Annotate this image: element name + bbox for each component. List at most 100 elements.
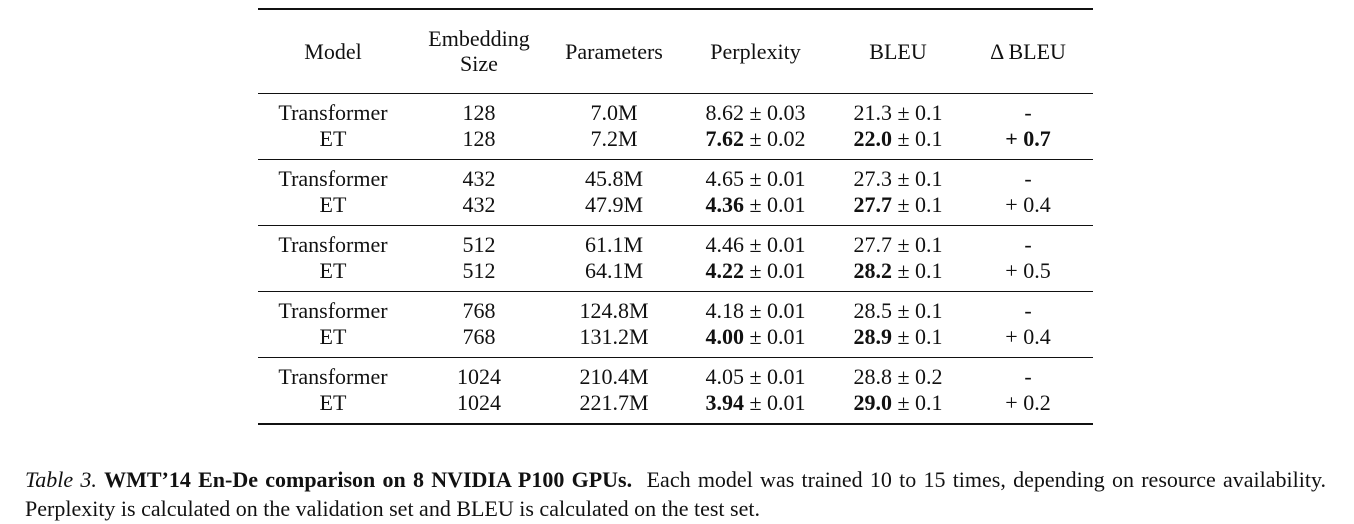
cell-bleu: 28.8 ± 0.2	[833, 356, 963, 390]
cell-bleu: 28.2 ± 0.1	[833, 258, 963, 291]
cell-perplexity-error: 0.01	[767, 192, 806, 217]
plus-minus-sign: ±	[897, 390, 910, 415]
cell-model: Transformer	[258, 290, 408, 324]
cell-perplexity-value: 4.36	[705, 192, 744, 217]
cell-bleu-error: 0.1	[915, 324, 943, 349]
cell-bleu-error: 0.1	[915, 165, 943, 191]
cell-embedding-size: 432	[408, 158, 550, 192]
cell-model: Transformer	[258, 224, 408, 258]
plus-minus-sign: ±	[897, 231, 910, 257]
cell-perplexity-value: 4.65	[705, 165, 744, 191]
cell-bleu-value: 27.3	[853, 165, 892, 191]
cell-model: ET	[319, 192, 347, 217]
plus-minus-sign: ±	[749, 297, 762, 323]
table-body: Transformer 128 7.0M 8.62 ± 0.03 21.3 ± 0.1-…	[258, 92, 1093, 425]
cell-model: Transformer	[258, 92, 408, 126]
cell-parameters: 131.2M	[579, 324, 649, 349]
plus-minus-sign: ±	[897, 99, 910, 125]
cell-delta-bleu: + 0.2	[963, 390, 1093, 425]
plus-minus-sign: ±	[897, 192, 910, 217]
cell-embedding-size: 512	[408, 224, 550, 258]
cell-embedding-size: 128	[408, 92, 550, 126]
table-row: Transformer 432 45.8M 4.65 ± 0.01 27.3 ± 0.1…	[258, 158, 1093, 192]
cell-model: ET	[319, 126, 347, 151]
cell-parameters: 61.1M	[550, 224, 678, 258]
cell-bleu: 27.7 ± 0.1	[833, 224, 963, 258]
plus-minus-sign: ±	[749, 192, 762, 217]
cell-embedding-size: 1024	[408, 390, 550, 425]
cell-perplexity-error: 0.03	[767, 99, 806, 125]
cell-perplexity-error: 0.01	[767, 258, 806, 283]
cell-bleu-value: 28.9	[853, 324, 892, 349]
cell-bleu-error: 0.1	[915, 99, 943, 125]
cell-model: ET	[319, 258, 347, 283]
header-model: Model	[304, 38, 362, 64]
cell-bleu-value: 29.0	[853, 390, 892, 415]
table-row: Transformer 1024 210.4M 4.05 ± 0.01 28.8 ± 0…	[258, 356, 1093, 390]
cell-bleu-value: 28.2	[853, 258, 892, 283]
cell-bleu-value: 22.0	[853, 126, 892, 151]
cell-perplexity: 3.94 ± 0.01	[678, 390, 833, 425]
header-parameters: Parameters	[565, 38, 663, 64]
cell-perplexity-error: 0.01	[767, 297, 806, 323]
cell-model: ET	[258, 390, 408, 425]
cell-parameters: 47.9M	[584, 192, 644, 217]
cell-perplexity: 4.00 ± 0.01	[678, 324, 833, 357]
cell-parameters: 124.8M	[550, 290, 678, 324]
cell-delta-bleu: + 0.4	[1005, 192, 1051, 217]
cell-delta-bleu: + 0.5	[1005, 258, 1051, 283]
header-delta-bleu: Δ BLEU	[990, 38, 1066, 64]
cell-perplexity-value: 4.18	[705, 297, 744, 323]
cell-perplexity-value: 3.94	[705, 390, 744, 415]
plus-minus-sign: ±	[897, 324, 910, 349]
header-embedding-line2: Size	[460, 51, 498, 77]
plus-minus-sign: ±	[749, 126, 762, 151]
cell-perplexity: 4.22 ± 0.01	[678, 258, 833, 291]
results-table: Model Embedding Size Parameters Perplexi…	[258, 8, 1093, 425]
plus-minus-sign: ±	[749, 165, 762, 191]
cell-embedding-size: 128	[462, 126, 496, 151]
cell-perplexity-error: 0.01	[767, 324, 806, 349]
cell-bleu-error: 0.1	[915, 126, 943, 151]
table-caption: Table 3. WMT’14 En-De comparison on 8 NV…	[25, 465, 1326, 523]
cell-perplexity: 4.36 ± 0.01	[678, 192, 833, 225]
cell-delta-bleu: -	[963, 158, 1093, 192]
cell-perplexity-error: 0.01	[767, 390, 806, 415]
cell-model: Transformer	[258, 356, 408, 390]
cell-bleu-error: 0.1	[915, 258, 943, 283]
cell-bleu-error: 0.1	[915, 231, 943, 257]
cell-bleu-error: 0.1	[915, 297, 943, 323]
cell-perplexity: 4.18 ± 0.01	[678, 290, 833, 324]
caption-text: Each model was trained 10 to 15 times, d…	[25, 467, 1327, 521]
caption-title: WMT’14 En-De comparison on 8 NVIDIA P100…	[104, 467, 633, 492]
cell-embedding-size: 768	[462, 324, 496, 349]
cell-delta-bleu: -	[963, 224, 1093, 258]
cell-perplexity: 4.65 ± 0.01	[678, 158, 833, 192]
cell-perplexity-value: 4.00	[705, 324, 744, 349]
cell-perplexity: 4.05 ± 0.01	[678, 356, 833, 390]
cell-bleu: 27.7 ± 0.1	[833, 192, 963, 225]
cell-embedding-size: 1024	[408, 356, 550, 390]
cell-parameters: 7.2M	[590, 126, 638, 151]
cell-bleu-value: 27.7	[853, 231, 892, 257]
table-row: ET 1024 221.7M 3.94 ± 0.01 29.0 ± 0.1 + 0.2	[258, 390, 1093, 425]
cell-bleu: 27.3 ± 0.1	[833, 158, 963, 192]
header-perplexity: Perplexity	[710, 38, 801, 64]
table-row: ET 768 131.2M 4.00 ± 0.01 28.9 ± 0.1 + 0.4	[258, 324, 1093, 357]
header-bleu: BLEU	[869, 38, 927, 64]
cell-bleu-value: 28.8	[853, 363, 892, 389]
plus-minus-sign: ±	[749, 324, 762, 349]
header-embedding-size: Embedding Size	[408, 9, 550, 93]
plus-minus-sign: ±	[897, 165, 910, 191]
plus-minus-sign: ±	[897, 126, 910, 151]
cell-parameters: 7.0M	[550, 92, 678, 126]
table-row: ET 432 47.9M 4.36 ± 0.01 27.7 ± 0.1 + 0.4	[258, 192, 1093, 225]
cell-perplexity: 7.62 ± 0.02	[678, 126, 833, 159]
table-row: Transformer 768 124.8M 4.18 ± 0.01 28.5 ± 0.…	[258, 290, 1093, 324]
plus-minus-sign: ±	[749, 390, 762, 415]
plus-minus-sign: ±	[749, 258, 762, 283]
plus-minus-sign: ±	[749, 231, 762, 257]
header-embedding-line1: Embedding	[428, 26, 530, 52]
cell-bleu: 28.9 ± 0.1	[833, 324, 963, 357]
cell-model: Transformer	[258, 158, 408, 192]
